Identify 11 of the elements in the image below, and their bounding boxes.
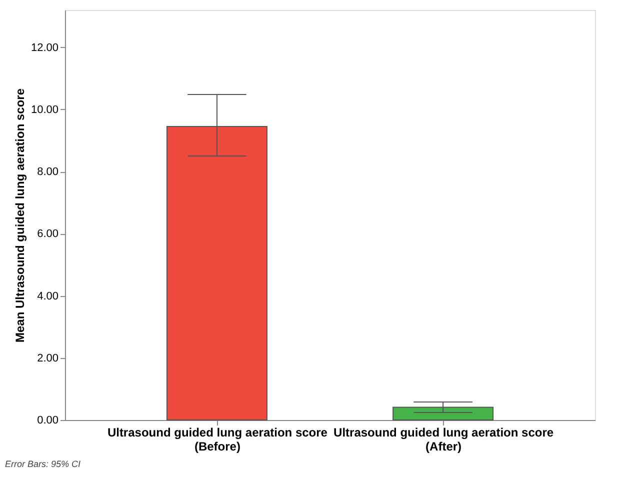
text: Error Bars: 95% CI	[5, 459, 82, 469]
x-tick-label: Ultrasound guided lung aeration score (After)	[334, 426, 554, 454]
y-tick-label: 2.00	[37, 352, 58, 364]
y-axis-title: Mean Ultrasound guided lung aeration score	[12, 88, 27, 343]
y-tick-label: 0.00	[37, 414, 58, 426]
y-tick-label: 4.00	[37, 290, 58, 302]
y-tick-label: 6.00	[37, 228, 58, 240]
y-tick-label: 8.00	[37, 166, 58, 178]
x-tick-label: Ultrasound guided lung aeration score (Before)	[107, 426, 328, 454]
y-tick-label: 10.00	[30, 104, 58, 116]
y-tick-label: 12.00	[30, 42, 58, 54]
